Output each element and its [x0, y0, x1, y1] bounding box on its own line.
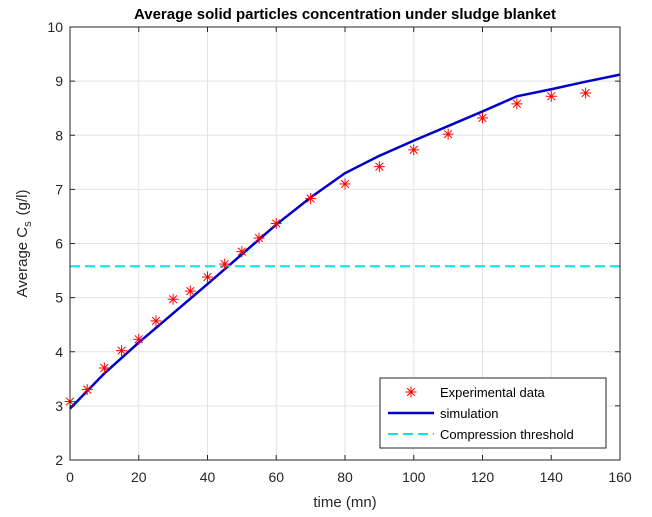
star-stroke	[82, 385, 92, 394]
star-stroke	[409, 145, 418, 155]
x-tick-label: 60	[268, 469, 284, 485]
experimental-data-point	[184, 285, 196, 297]
star-stroke	[272, 219, 281, 228]
experimental-data-point	[133, 333, 145, 345]
star-stroke	[406, 387, 416, 397]
chart-title: Average solid particles concentration un…	[134, 6, 556, 23]
star-stroke	[340, 179, 350, 189]
x-tick-label: 140	[540, 469, 564, 485]
experimental-data-point	[236, 246, 248, 258]
y-tick-labels: 2 3 4 5 6 7 8 9 10	[47, 19, 63, 468]
experimental-data-point	[580, 87, 592, 99]
y-tick-label: 7	[55, 181, 63, 197]
x-tick-label: 80	[337, 469, 353, 485]
y-axis-label-main: Average C	[14, 227, 31, 298]
y-tick-label: 8	[55, 127, 63, 143]
experimental-data-point	[253, 232, 265, 244]
experimental-data-point	[81, 384, 93, 396]
star-stroke	[203, 272, 212, 282]
experimental-data-point	[305, 193, 317, 205]
experimental-data-point	[339, 178, 351, 190]
star-stroke	[237, 247, 247, 256]
y-axis-label-unit: (g/l)	[14, 190, 31, 216]
star-stroke	[254, 233, 264, 243]
star-stroke	[478, 113, 487, 123]
legend-marker-experimental	[405, 386, 417, 398]
experimental-data-point	[442, 128, 454, 140]
x-tick-label: 20	[131, 469, 147, 485]
data-layer	[64, 73, 621, 410]
experimental-data-point	[202, 271, 213, 283]
legend: Experimental data simulation Compression t…	[379, 377, 607, 449]
y-tick-label: 4	[55, 344, 63, 360]
x-axis-label: time (mn)	[313, 494, 376, 511]
y-tick-label: 9	[55, 73, 63, 89]
x-tick-label: 100	[402, 469, 426, 485]
experimental-data-point	[511, 98, 523, 110]
legend-entry-label: simulation	[440, 406, 499, 421]
experimental-data-point	[150, 315, 162, 327]
y-tick-label: 3	[55, 398, 63, 414]
star-stroke	[443, 129, 453, 139]
y-tick-label: 10	[47, 19, 63, 35]
star-stroke	[117, 346, 126, 355]
legend-entry-label: Compression threshold	[440, 427, 574, 442]
experimental-data-point	[408, 144, 420, 156]
y-tick-label: 6	[55, 236, 63, 252]
star-stroke	[375, 162, 384, 171]
experimental-data-point	[545, 90, 557, 102]
experimental-data-point	[373, 161, 385, 173]
star-stroke	[547, 92, 556, 101]
star-stroke	[512, 99, 522, 109]
x-tick-label: 160	[608, 469, 632, 485]
experimental-data-point	[477, 112, 488, 124]
y-tick-label: 2	[55, 452, 63, 468]
star-stroke	[220, 259, 229, 269]
x-tick-label: 40	[200, 469, 216, 485]
star-stroke	[186, 286, 195, 296]
y-axis-label-subscript: s	[22, 221, 34, 227]
star-stroke	[134, 335, 143, 344]
axis-ticks	[69, 26, 621, 461]
experimental-data-point	[98, 362, 110, 374]
legend-entry-label: Experimental data	[440, 385, 546, 400]
experimental-data-point	[219, 258, 231, 270]
y-tick-label: 5	[55, 290, 63, 306]
x-tick-label: 120	[471, 469, 495, 485]
y-axis-label: Average Cs (g/l)	[14, 190, 34, 298]
experimental-data-point	[167, 293, 179, 305]
star-stroke	[100, 363, 109, 373]
star-stroke	[581, 88, 590, 98]
experimental-data-point	[116, 345, 128, 357]
x-tick-labels: 0 20 40 60 80 100 120 140 160	[66, 469, 632, 485]
star-stroke	[168, 295, 178, 304]
star-stroke	[306, 194, 315, 203]
simulation-line	[69, 73, 621, 410]
x-tick-label: 0	[66, 469, 74, 485]
experimental-data-point	[270, 217, 282, 229]
star-stroke	[151, 316, 161, 326]
